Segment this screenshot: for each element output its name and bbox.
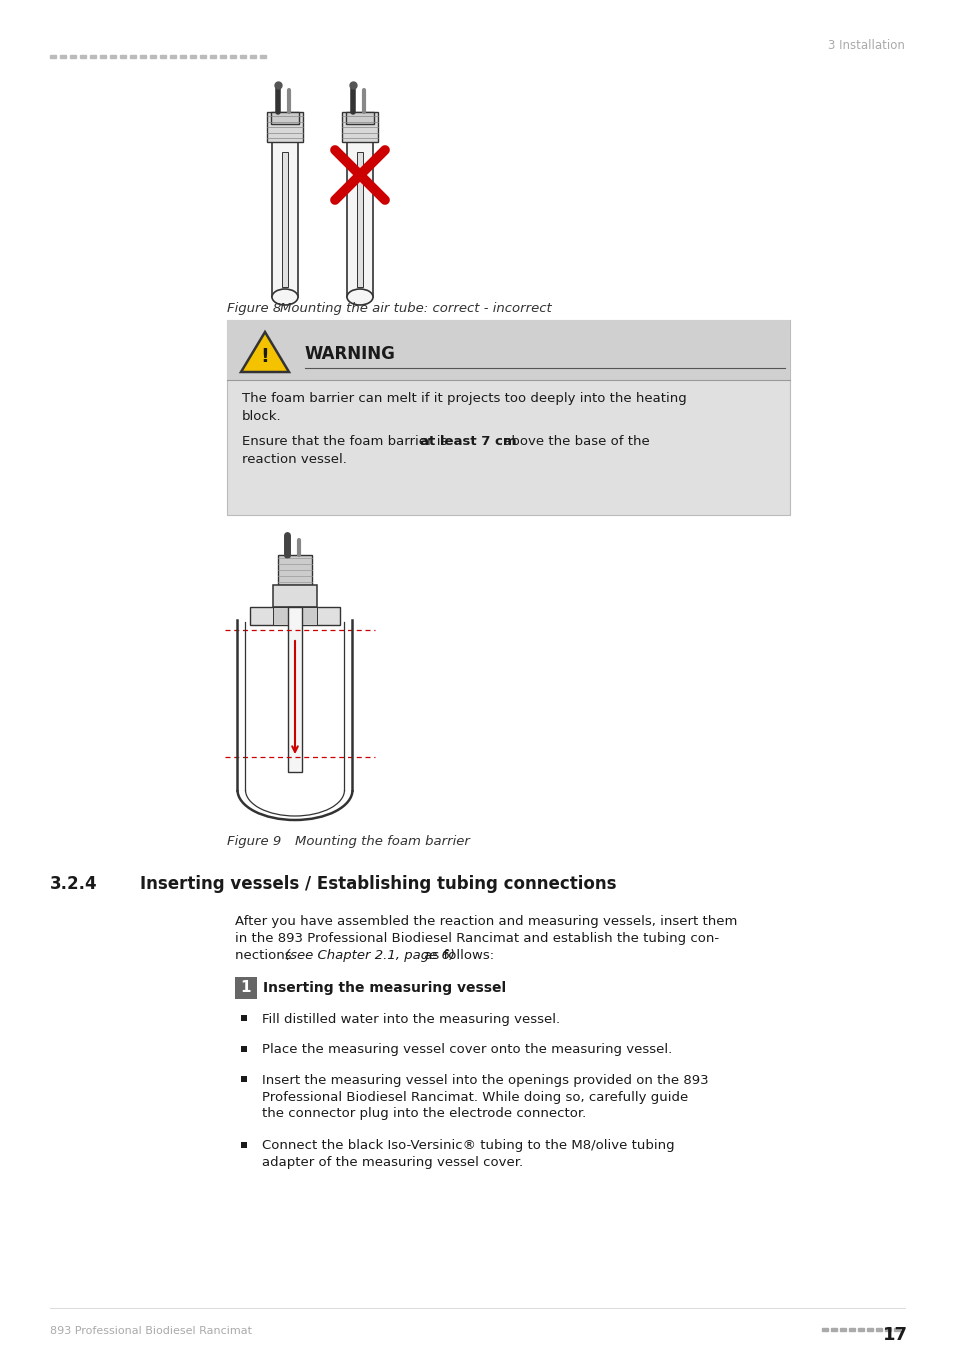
Text: The foam barrier can melt if it projects too deeply into the heating: The foam barrier can melt if it projects…: [242, 392, 686, 405]
Text: Figure 8: Figure 8: [227, 302, 281, 315]
Text: Place the measuring vessel cover onto the measuring vessel.: Place the measuring vessel cover onto th…: [262, 1044, 672, 1057]
Bar: [884, 1328, 890, 1331]
Bar: [227, 320, 789, 379]
Text: Fill distilled water into the measuring vessel.: Fill distilled water into the measuring …: [262, 1012, 559, 1026]
Bar: [250, 55, 255, 58]
Bar: [80, 55, 86, 58]
Bar: [210, 55, 215, 58]
Text: (see Chapter 2.1, page 6): (see Chapter 2.1, page 6): [285, 949, 455, 963]
Bar: [190, 55, 195, 58]
Text: above the base of the: above the base of the: [498, 435, 649, 448]
Bar: [857, 1328, 863, 1331]
Bar: [288, 608, 302, 772]
Bar: [180, 55, 186, 58]
Bar: [100, 55, 106, 58]
Text: in the 893 Professional Biodiesel Rancimat and establish the tubing con-: in the 893 Professional Biodiesel Rancim…: [234, 931, 719, 945]
Text: Figure 9: Figure 9: [227, 836, 281, 848]
Bar: [282, 153, 288, 288]
Bar: [50, 55, 56, 58]
Bar: [821, 1328, 827, 1331]
Bar: [170, 55, 175, 58]
Bar: [273, 585, 316, 608]
Bar: [140, 55, 146, 58]
Bar: [277, 555, 312, 585]
Bar: [267, 112, 303, 142]
Text: block.: block.: [242, 410, 281, 423]
Bar: [160, 55, 166, 58]
Bar: [230, 55, 235, 58]
Bar: [260, 55, 266, 58]
Bar: [830, 1328, 836, 1331]
Bar: [356, 153, 363, 288]
Text: Connect the black Iso-Versinic® tubing to the M8/olive tubing: Connect the black Iso-Versinic® tubing t…: [262, 1139, 674, 1153]
Text: 3.2.4: 3.2.4: [50, 875, 97, 892]
Bar: [220, 55, 226, 58]
Bar: [866, 1328, 872, 1331]
Text: WARNING: WARNING: [305, 346, 395, 363]
Bar: [840, 1328, 845, 1331]
Bar: [250, 608, 339, 625]
Text: 893 Professional Biodiesel Rancimat: 893 Professional Biodiesel Rancimat: [50, 1326, 252, 1336]
Bar: [60, 55, 66, 58]
Bar: [227, 320, 789, 514]
Text: the connector plug into the electrode connector.: the connector plug into the electrode co…: [262, 1107, 586, 1120]
Text: !: !: [260, 347, 269, 366]
Text: Mounting the air tube: correct - incorrect: Mounting the air tube: correct - incorre…: [280, 302, 551, 315]
Text: 17: 17: [882, 1326, 907, 1345]
Text: After you have assembled the reaction and measuring vessels, insert them: After you have assembled the reaction an…: [234, 915, 737, 927]
Text: adapter of the measuring vessel cover.: adapter of the measuring vessel cover.: [262, 1156, 522, 1169]
Text: Inserting vessels / Establishing tubing connections: Inserting vessels / Establishing tubing …: [140, 875, 616, 892]
Bar: [234, 977, 256, 999]
Bar: [120, 55, 126, 58]
Bar: [150, 55, 156, 58]
Text: 3 Installation: 3 Installation: [827, 39, 904, 53]
Text: Professional Biodiesel Rancimat. While doing so, carefully guide: Professional Biodiesel Rancimat. While d…: [262, 1091, 687, 1103]
Bar: [200, 55, 206, 58]
Bar: [875, 1328, 882, 1331]
Bar: [110, 55, 116, 58]
Text: reaction vessel.: reaction vessel.: [242, 454, 347, 466]
Bar: [346, 112, 374, 124]
Text: as follows:: as follows:: [419, 949, 494, 963]
Bar: [90, 55, 96, 58]
Ellipse shape: [272, 289, 297, 305]
Bar: [240, 55, 246, 58]
Bar: [848, 1328, 854, 1331]
Text: Insert the measuring vessel into the openings provided on the 893: Insert the measuring vessel into the ope…: [262, 1075, 708, 1087]
Bar: [130, 55, 136, 58]
Bar: [271, 112, 298, 124]
Polygon shape: [241, 332, 289, 373]
Bar: [272, 142, 297, 297]
Bar: [347, 142, 373, 297]
Text: 1: 1: [240, 980, 251, 995]
Text: at least 7 cm: at least 7 cm: [419, 435, 516, 448]
Bar: [341, 112, 377, 142]
Bar: [273, 608, 316, 625]
Bar: [893, 1328, 899, 1331]
Text: Inserting the measuring vessel: Inserting the measuring vessel: [263, 981, 506, 995]
Text: nections: nections: [234, 949, 295, 963]
Bar: [70, 55, 76, 58]
Text: Mounting the foam barrier: Mounting the foam barrier: [294, 836, 470, 848]
Text: Ensure that the foam barrier is: Ensure that the foam barrier is: [242, 435, 451, 448]
Ellipse shape: [347, 289, 373, 305]
